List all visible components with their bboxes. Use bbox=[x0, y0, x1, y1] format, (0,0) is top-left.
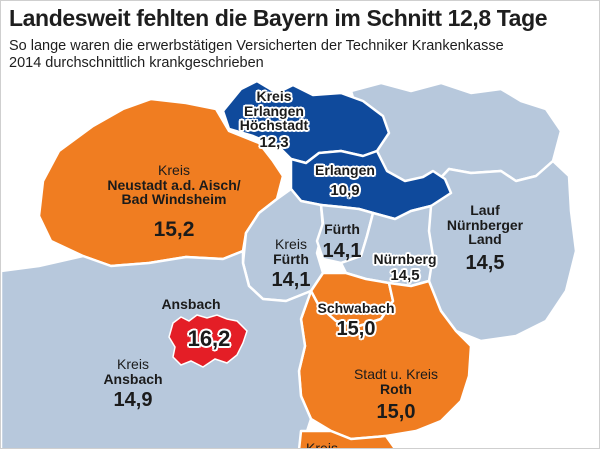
label-erlangen-hoechstadt-name-3: Höchstadt bbox=[239, 117, 309, 134]
label-ansbach: Ansbach bbox=[151, 297, 231, 312]
label-nuernberg: Nürnberg 14,5 bbox=[367, 252, 443, 283]
label-roth-value: 15,0 bbox=[376, 401, 416, 424]
label-fuerth: Fürth 14,1 bbox=[319, 222, 365, 262]
label-schwabach-name: Schwabach bbox=[317, 300, 395, 316]
label-nuernberg-value: 14,5 bbox=[390, 266, 420, 284]
label-nuernberg-name: Nürnberg bbox=[373, 251, 437, 267]
label-roth-name: Roth bbox=[380, 380, 412, 397]
label-neustadt-value: 15,2 bbox=[153, 218, 195, 242]
label-ansbach-kreis-value: 14,9 bbox=[113, 389, 153, 412]
label-fuerth-value: 14,1 bbox=[322, 239, 362, 262]
label-roth: Stadt u. Kreis Roth 15,0 bbox=[341, 367, 451, 423]
map-subtitle: So lange waren die erwerbstätigen Versic… bbox=[9, 38, 504, 72]
label-fuerth-name: Fürth bbox=[324, 221, 360, 237]
label-fuerth-kreis-name: Fürth bbox=[273, 250, 309, 267]
label-lauf-value: 14,5 bbox=[465, 252, 505, 275]
label-neustadt-name-1: Neustadt a.d. Aisch/ bbox=[107, 176, 241, 193]
label-erlangen-hoechstadt: Kreis Erlangen Höchstadt 12,3 bbox=[239, 89, 309, 151]
region-south-cutoff bbox=[297, 429, 397, 448]
region-ansbach-kreis bbox=[1, 249, 313, 448]
label-erlangen-value: 10,9 bbox=[330, 181, 360, 199]
label-neustadt: Kreis Neustadt a.d. Aisch/ Bad Windsheim… bbox=[89, 163, 259, 241]
label-lauf-name-3: Land bbox=[468, 231, 502, 248]
map-title: Landesweit fehlten die Bayern im Schnitt… bbox=[9, 5, 548, 31]
label-schwabach: Schwabach 15,0 bbox=[311, 301, 401, 340]
label-lauf-name-2: Nürnberger bbox=[446, 216, 524, 233]
label-erlangen-hoechstadt-name-2: Erlangen bbox=[244, 102, 304, 119]
subtitle-line-2: 2014 durchschnittlich krankgeschrieben bbox=[9, 55, 264, 71]
label-lauf-name-1: Lauf bbox=[470, 202, 500, 218]
label-neustadt-prefix: Kreis bbox=[158, 162, 190, 178]
label-cut-off-prefix: Kreis bbox=[306, 440, 338, 449]
label-erlangen-name: Erlangen bbox=[315, 162, 375, 178]
label-ansbach-value-box: 16,2 bbox=[179, 327, 239, 350]
label-cut-off: Kreis bbox=[297, 440, 347, 449]
label-fuerth-kreis: Kreis Fürth 14,1 bbox=[263, 237, 319, 291]
label-ansbach-value: 16,2 bbox=[187, 326, 231, 351]
region-ansbach-stadt bbox=[168, 314, 248, 368]
label-fuerth-kreis-prefix: Kreis bbox=[275, 236, 307, 252]
label-fuerth-kreis-value: 14,1 bbox=[271, 269, 311, 292]
label-ansbach-name: Ansbach bbox=[161, 296, 221, 312]
label-erlangen-hoechstadt-name-1: Kreis bbox=[256, 88, 292, 104]
label-neustadt-name-2: Bad Windsheim bbox=[121, 191, 227, 208]
label-ansbach-kreis-prefix: Kreis bbox=[117, 356, 149, 372]
label-lauf: Lauf Nürnberger Land 14,5 bbox=[437, 203, 533, 274]
subtitle-line-1: So lange waren die erwerbstätigen Versic… bbox=[9, 38, 504, 54]
label-ansbach-kreis: Kreis Ansbach 14,9 bbox=[93, 357, 173, 411]
label-schwabach-value: 15,0 bbox=[336, 317, 376, 340]
label-erlangen: Erlangen 10,9 bbox=[305, 163, 385, 198]
label-roth-prefix: Stadt u. Kreis bbox=[353, 366, 439, 382]
label-erlangen-hoechstadt-value: 12,3 bbox=[259, 134, 289, 152]
label-ansbach-kreis-name: Ansbach bbox=[103, 370, 163, 387]
